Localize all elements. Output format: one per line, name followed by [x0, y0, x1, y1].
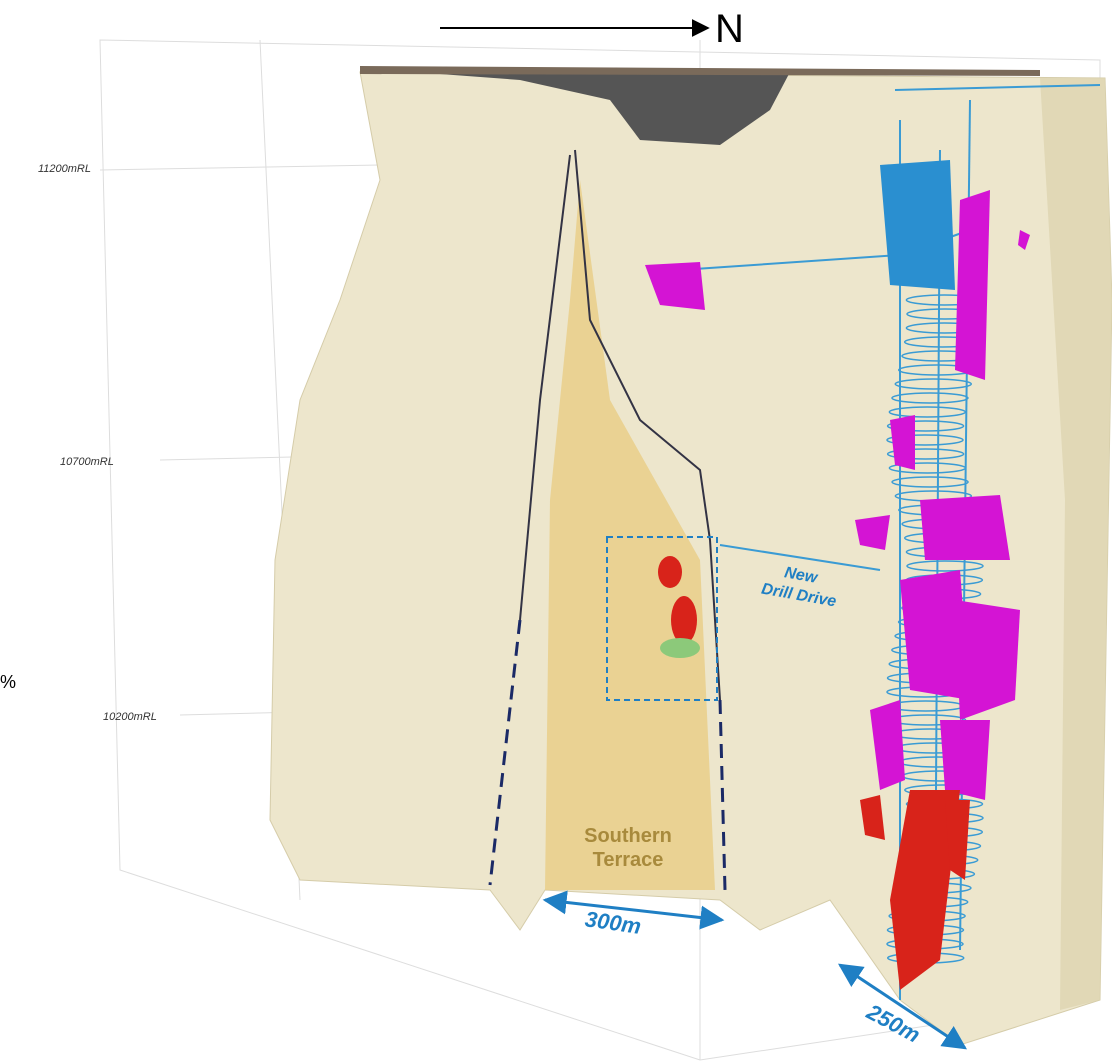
blue-stope [880, 160, 955, 290]
drill-ring [891, 476, 969, 488]
drill-drive-label: New [783, 564, 820, 587]
elevation-label: 11200mRL [38, 163, 91, 175]
drill-ring [886, 448, 965, 460]
drill-ring [886, 434, 964, 446]
block-side [1040, 78, 1112, 1010]
fault-dashed [718, 699, 727, 891]
drill-ring [888, 406, 967, 418]
pit [360, 68, 790, 145]
orebodies [645, 190, 1030, 800]
fault-line [574, 149, 721, 701]
surface [360, 66, 1040, 76]
high-grade-zones [658, 556, 970, 990]
elevation-label: 10700mRL [60, 456, 114, 468]
north-label: N [715, 7, 744, 51]
dimension-arrow [838, 963, 967, 1050]
drill-ring [886, 420, 965, 432]
terrace-label: Terrace [593, 849, 664, 871]
drill-ring [891, 392, 969, 404]
drill-ring [894, 378, 973, 390]
drill-ring [888, 462, 967, 474]
elevation-label: 10200mRL [103, 711, 157, 723]
terrace-label: Southern [584, 825, 672, 847]
dimension-arrow [542, 890, 725, 930]
southern-terrace-zone [545, 180, 715, 890]
edge-text: % [0, 672, 16, 692]
green-zone [660, 638, 700, 658]
fault-dashed [488, 619, 522, 886]
drill-ring [906, 560, 984, 572]
focus-box [606, 536, 718, 701]
fault-line [519, 154, 571, 621]
